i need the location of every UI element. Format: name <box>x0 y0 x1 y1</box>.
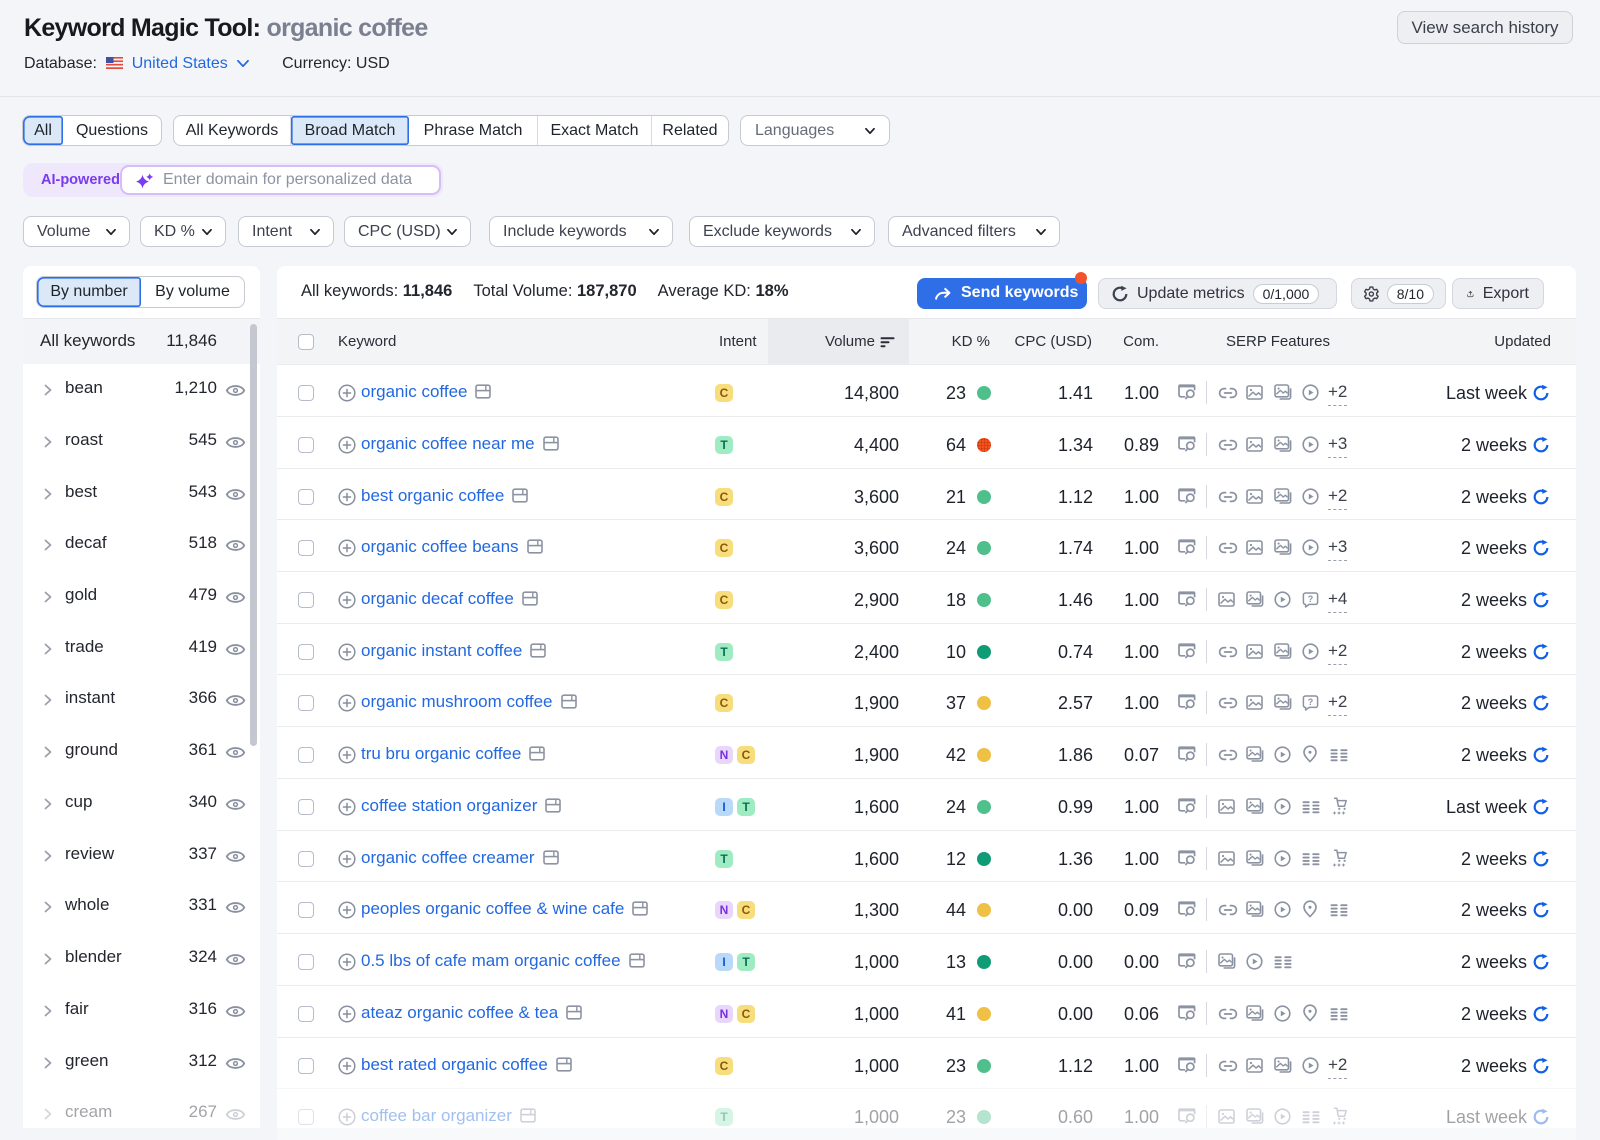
svg-text:?: ? <box>1308 697 1314 707</box>
svg-text:?: ? <box>1308 594 1314 604</box>
